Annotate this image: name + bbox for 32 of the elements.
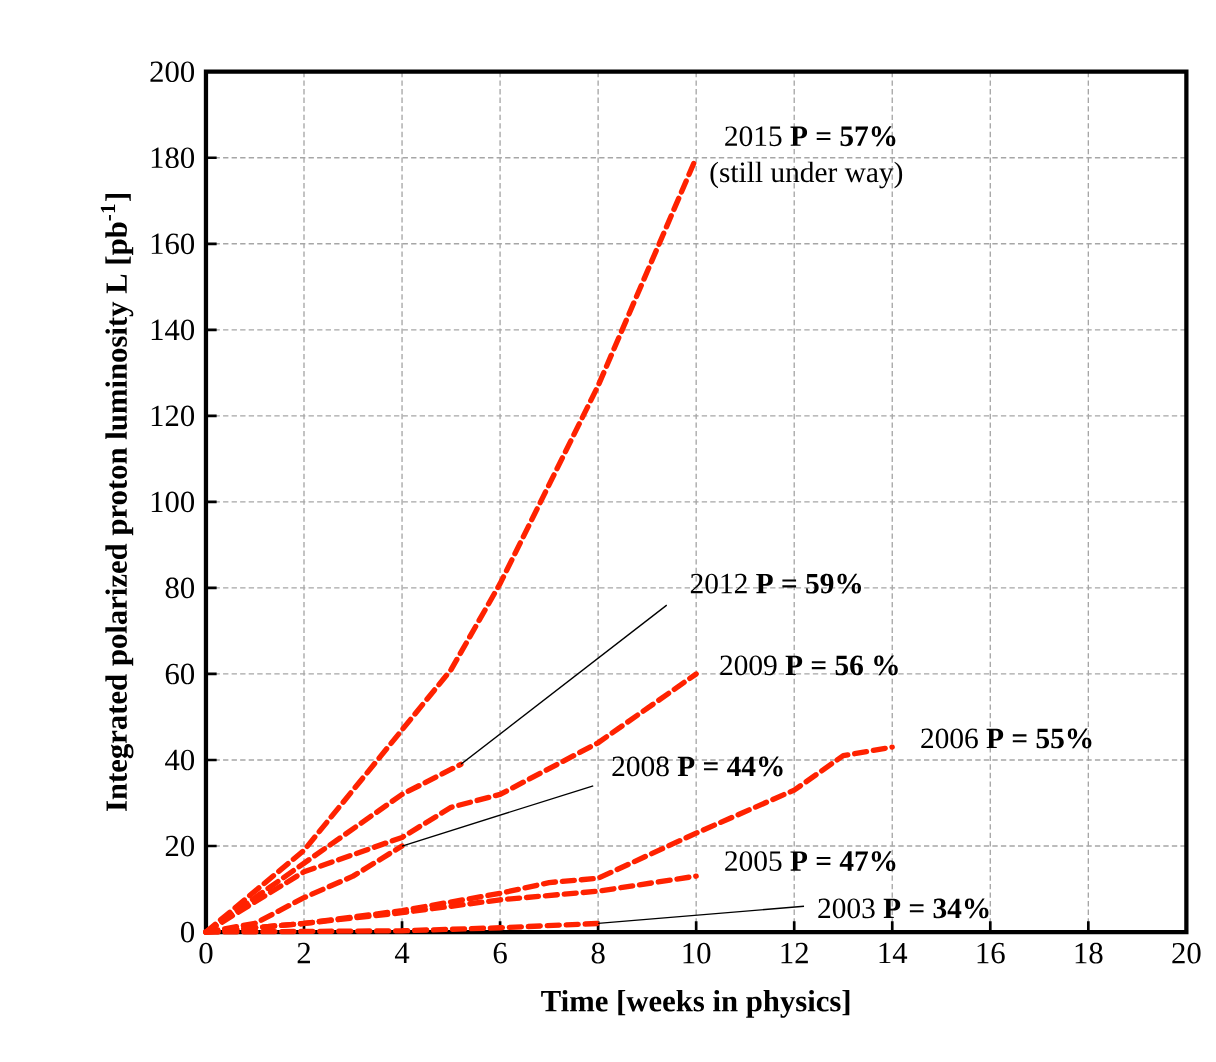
y-tick-label: 160 <box>151 233 195 255</box>
y-tick-label: 120 <box>151 405 195 427</box>
series-label: 2009 P = 56 % <box>720 655 898 676</box>
x-tick-label: 12 <box>781 942 808 964</box>
text: 2008 P = 44% <box>612 756 783 777</box>
x-tick-label: 10 <box>683 942 711 964</box>
x-tick-label: 16 <box>977 942 1005 964</box>
text: 2012 P = 59% <box>690 573 862 594</box>
y-tick-label: 0 <box>181 921 195 943</box>
series-label: 2015 P = 57% <box>725 126 896 147</box>
annotation: (still under way) <box>710 161 903 189</box>
x-axis-title: Time [weeks in physics] <box>541 989 850 1018</box>
y-tick-label: 60 <box>165 663 195 685</box>
series-label: 2005 P = 47% <box>725 851 896 872</box>
y-tick-label: 200 <box>150 61 195 83</box>
y-axis-title: Integrated polarized proton luminosity L [pb$^{-1}$] <box>100 194 134 811</box>
x-tick-label: 14 <box>879 942 908 964</box>
y-tick-label: 20 <box>165 835 195 857</box>
x-tick-label: 2 <box>297 942 310 964</box>
x-tick-label: 6 <box>493 942 507 964</box>
x-tick-label: 4 <box>394 942 410 964</box>
x-tick-label: 8 <box>591 942 605 964</box>
x-tick-label: 20 <box>1172 942 1201 964</box>
y-tick-label: 100 <box>151 491 195 513</box>
y-tick-label: 80 <box>165 577 195 599</box>
y-tick-label: 140 <box>151 319 195 341</box>
y-tick-label: 180 <box>151 147 195 169</box>
y-tick-label: 40 <box>165 749 195 771</box>
series-label: 2006 P = 55% <box>921 728 1092 749</box>
text: 2003 P = 34% <box>818 898 989 919</box>
x-tick-label: 18 <box>1075 942 1103 964</box>
x-tick-label: 0 <box>199 942 213 964</box>
